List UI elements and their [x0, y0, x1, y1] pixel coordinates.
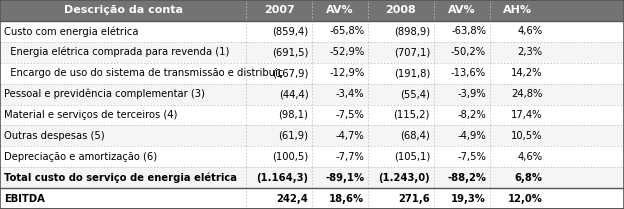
Text: -4,7%: -4,7% [336, 131, 364, 141]
Text: AV%: AV% [448, 5, 475, 15]
Text: (707,1): (707,1) [394, 47, 430, 57]
Bar [0, 167, 624, 188]
Bar [0, 63, 624, 84]
Text: 6,8%: 6,8% [514, 173, 542, 183]
Bar [0, 42, 624, 63]
Text: -13,6%: -13,6% [451, 68, 486, 78]
Bar [0, 146, 624, 167]
Text: Custo com energia elétrica: Custo com energia elétrica [4, 26, 139, 37]
Text: (55,4): (55,4) [400, 89, 430, 99]
Text: -7,5%: -7,5% [457, 152, 486, 162]
Bar [0, 21, 624, 42]
Text: 2008: 2008 [386, 5, 416, 15]
Text: -63,8%: -63,8% [451, 26, 486, 36]
Text: (167,9): (167,9) [272, 68, 308, 78]
Text: 10,5%: 10,5% [511, 131, 542, 141]
Text: (105,1): (105,1) [394, 152, 430, 162]
Text: (898,9): (898,9) [394, 26, 430, 36]
Text: 242,4: 242,4 [276, 194, 308, 204]
Text: AV%: AV% [326, 5, 354, 15]
Text: (191,8): (191,8) [394, 68, 430, 78]
Text: 4,6%: 4,6% [517, 26, 542, 36]
Bar [0, 0, 624, 21]
Text: (44,4): (44,4) [279, 89, 308, 99]
Text: Material e serviços de terceiros (4): Material e serviços de terceiros (4) [4, 110, 177, 120]
Text: (1.164,3): (1.164,3) [256, 173, 308, 183]
Text: AH%: AH% [504, 5, 532, 15]
Text: Energia elétrica comprada para revenda (1): Energia elétrica comprada para revenda (… [4, 47, 229, 57]
Text: Encargo de uso do sistema de transmissão e distribuiç: Encargo de uso do sistema de transmissão… [4, 68, 283, 78]
Text: -4,9%: -4,9% [457, 131, 486, 141]
Text: 2,3%: 2,3% [517, 47, 542, 57]
Text: Depreciação e amortização (6): Depreciação e amortização (6) [4, 152, 157, 162]
Text: 14,2%: 14,2% [511, 68, 542, 78]
Text: (691,5): (691,5) [272, 47, 308, 57]
Bar [0, 188, 624, 209]
Text: -3,9%: -3,9% [457, 89, 486, 99]
Text: (115,2): (115,2) [394, 110, 430, 120]
Text: (100,5): (100,5) [272, 152, 308, 162]
Bar [0, 104, 624, 125]
Text: Descrição da conta: Descrição da conta [64, 5, 183, 15]
Text: Pessoal e previdência complementar (3): Pessoal e previdência complementar (3) [4, 89, 205, 99]
Bar [0, 125, 624, 146]
Text: (98,1): (98,1) [278, 110, 308, 120]
Text: -12,9%: -12,9% [329, 68, 364, 78]
Text: 24,8%: 24,8% [511, 89, 542, 99]
Text: -7,5%: -7,5% [336, 110, 364, 120]
Text: EBITDA: EBITDA [4, 194, 45, 204]
Text: 271,6: 271,6 [398, 194, 430, 204]
Text: -3,4%: -3,4% [336, 89, 364, 99]
Text: -7,7%: -7,7% [336, 152, 364, 162]
Text: -50,2%: -50,2% [451, 47, 486, 57]
Text: (61,9): (61,9) [278, 131, 308, 141]
Text: (859,4): (859,4) [272, 26, 308, 36]
Text: 2007: 2007 [264, 5, 295, 15]
Text: 4,6%: 4,6% [517, 152, 542, 162]
Text: 19,3%: 19,3% [451, 194, 486, 204]
Text: -52,9%: -52,9% [329, 47, 364, 57]
Text: -65,8%: -65,8% [329, 26, 364, 36]
Text: 12,0%: 12,0% [507, 194, 542, 204]
Text: (68,4): (68,4) [400, 131, 430, 141]
Text: (1.243,0): (1.243,0) [378, 173, 430, 183]
Text: 17,4%: 17,4% [511, 110, 542, 120]
Text: -88,2%: -88,2% [447, 173, 486, 183]
Text: -89,1%: -89,1% [325, 173, 364, 183]
Text: 18,6%: 18,6% [329, 194, 364, 204]
Text: Total custo do serviço de energia elétrica: Total custo do serviço de energia elétri… [4, 172, 236, 183]
Text: -8,2%: -8,2% [457, 110, 486, 120]
Bar [0, 84, 624, 104]
Text: Outras despesas (5): Outras despesas (5) [4, 131, 104, 141]
